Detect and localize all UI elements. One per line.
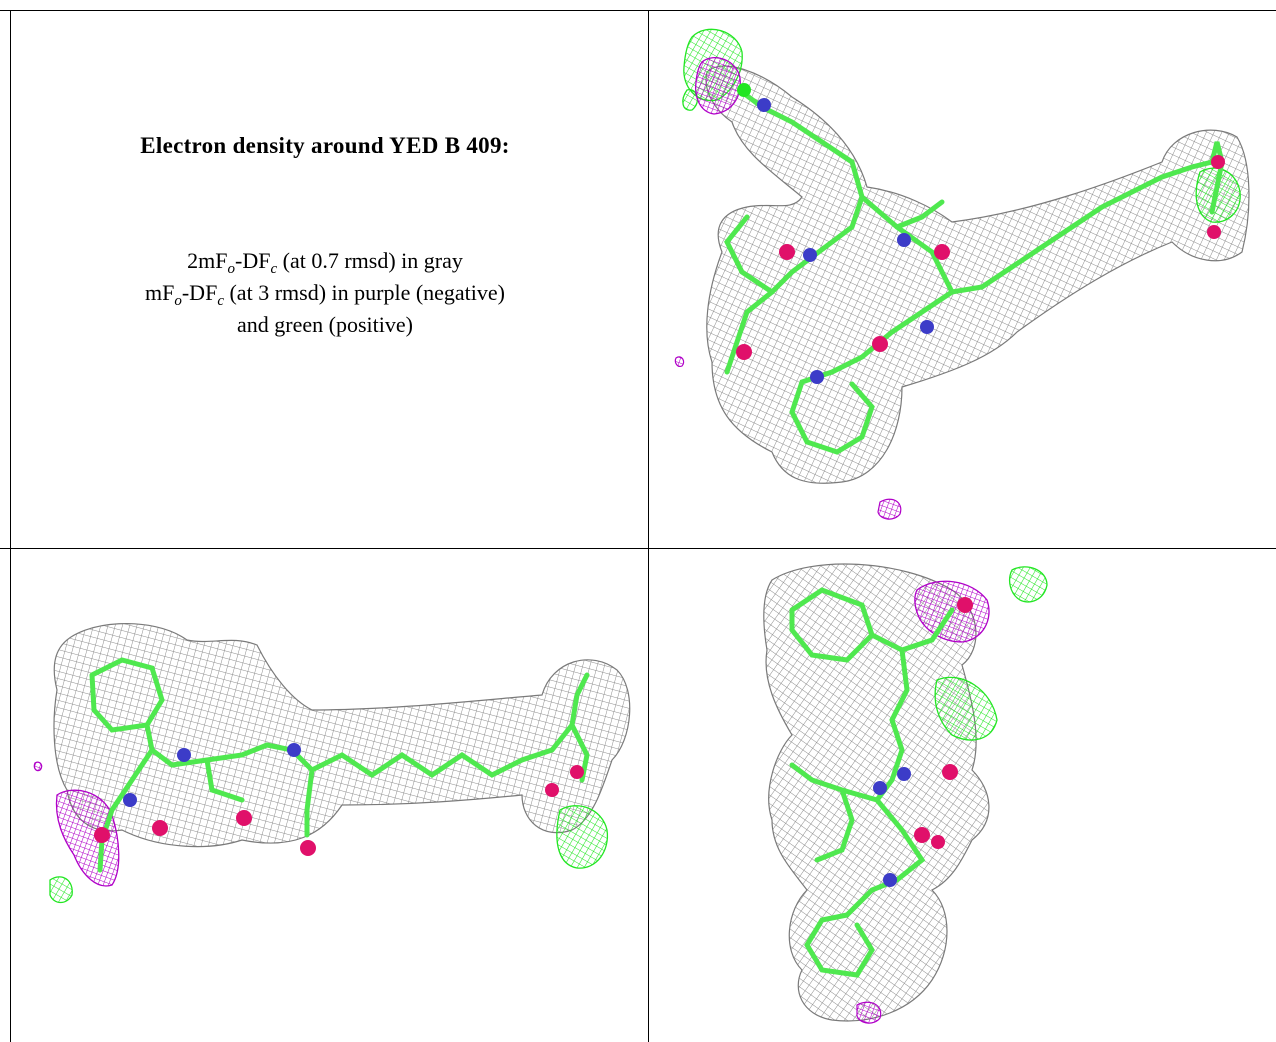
- mesh-negative-blob-left: [33, 761, 120, 887]
- table-top-border: [0, 10, 1276, 11]
- mesh-positive-blob-left: [49, 876, 73, 904]
- ligand-atoms: [94, 743, 584, 856]
- mesh-2fofc: [53, 622, 631, 848]
- mesh-negative-blob-bottom: [674, 356, 902, 520]
- density-view-top-right: [652, 12, 1272, 546]
- table-column-divider: [648, 10, 649, 1042]
- table-left-border: [10, 10, 11, 1042]
- figure-title: Electron density around YED B 409:: [140, 133, 510, 158]
- legend-line-2fofc: 2mFo-DFc (at 0.7 rmsd) in gray: [187, 248, 463, 277]
- ligand-carbon-bonds: [724, 89, 1225, 455]
- density-view-bottom-left: [12, 550, 646, 1040]
- table-row-divider: [0, 548, 1276, 549]
- ligand-atoms: [736, 83, 1225, 384]
- ligand-carbon-bonds: [789, 587, 955, 978]
- figure-legend: 2mFo-DFc (at 0.7 rmsd) in gray mFo-DFc (…: [0, 245, 650, 341]
- legend-line-positive: and green (positive): [237, 312, 413, 337]
- mesh-positive-blob-top: [934, 566, 1048, 741]
- mesh-positive-blob-right: [1195, 167, 1241, 223]
- mesh-negative-blob-bottom: [856, 1001, 882, 1024]
- mesh-positive-blob-right: [556, 805, 609, 869]
- legend-line-fofc: mFo-DFc (at 3 rmsd) in purple (negative): [145, 280, 505, 309]
- density-view-bottom-right: [652, 550, 1272, 1040]
- ligand-atoms: [873, 597, 973, 887]
- mesh-negative-blob-tl: [694, 57, 741, 115]
- mesh-2fofc: [705, 65, 1250, 484]
